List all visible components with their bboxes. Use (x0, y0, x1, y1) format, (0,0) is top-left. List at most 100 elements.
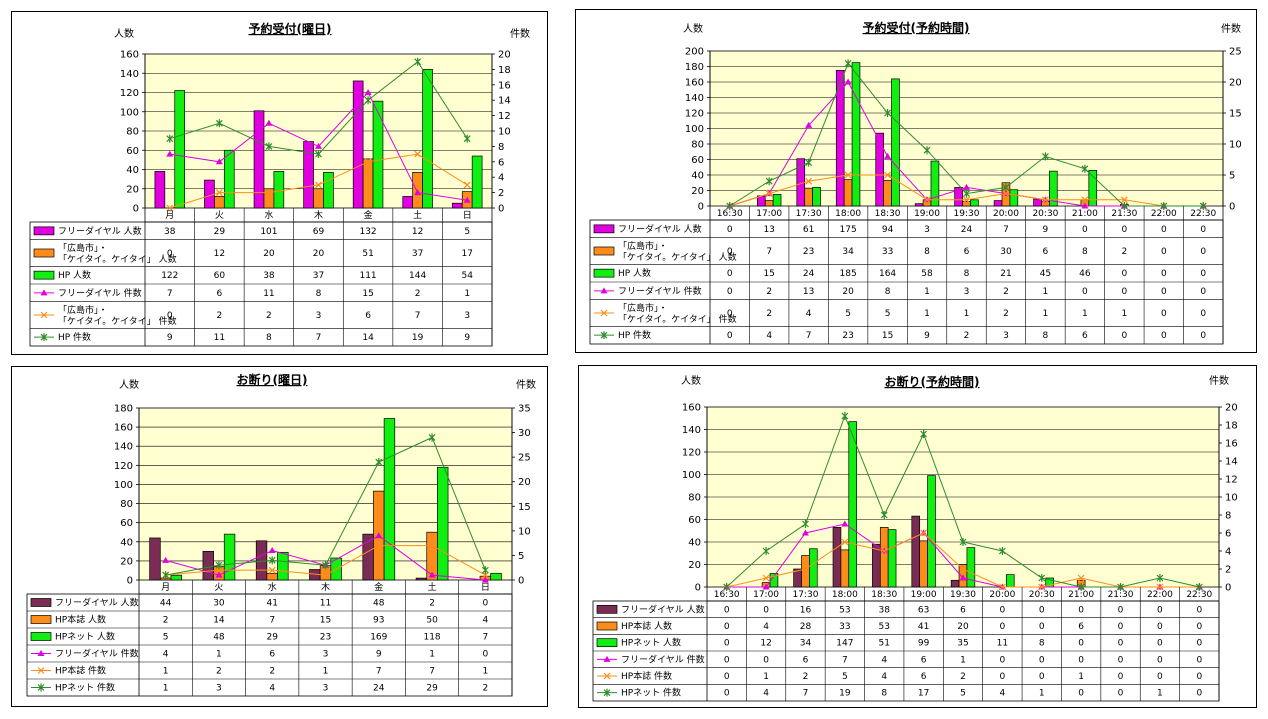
left-axis-unit: 人数 (114, 27, 134, 40)
right-tick-label: 6 (1225, 529, 1231, 540)
table-cell: 0 (1000, 672, 1006, 682)
marker-star (1002, 183, 1010, 192)
table-cell: 8 (1043, 331, 1049, 341)
left-tick-label: 60 (120, 518, 133, 529)
table-cell: 3 (216, 684, 222, 694)
row-label: HP 人数 (58, 269, 91, 281)
chart-title: お断り(曜日) (237, 372, 308, 387)
table-cell: 5 (163, 633, 169, 643)
panel-cancel-time: お断り(予約時間) 人数 件数 0 20 40 60 80 100 120 140 160 0 2 4 6 8 1… (578, 365, 1257, 708)
category-label: 17:30 (796, 209, 822, 219)
right-tick-label: 0 (518, 576, 524, 587)
left-tick-label: 40 (126, 165, 139, 176)
table-cell: 0 (727, 287, 733, 297)
table-cell: 34 (800, 639, 812, 649)
table-cell: 15 (763, 269, 774, 279)
table-cell: 0 (1082, 225, 1088, 235)
table-cell: 8 (881, 689, 887, 699)
bar (764, 200, 774, 207)
table-cell: 69 (313, 227, 325, 237)
marker-x (600, 309, 608, 317)
marker-triangle (268, 547, 276, 554)
table-cell: 7 (766, 247, 772, 257)
table-cell: 12 (214, 249, 225, 259)
table-cell: 11 (214, 333, 225, 343)
table-cell: 0 (724, 622, 730, 632)
bar (352, 80, 364, 209)
table-cell: 99 (918, 639, 930, 649)
bar (383, 418, 396, 581)
category-label: 18:30 (871, 590, 897, 600)
table-cell: 14 (362, 333, 374, 343)
table-cell: 0 (1161, 247, 1167, 257)
marker-x (463, 181, 471, 189)
table-cell: 1 (1082, 309, 1088, 319)
right-tick-label: 6 (498, 157, 504, 168)
table-cell: 5 (845, 309, 851, 319)
marker-star (268, 556, 276, 565)
table-cell: 2 (216, 311, 222, 321)
row-label: フリーダイヤル 人数 (618, 223, 702, 235)
left-tick-label: 180 (114, 404, 133, 415)
table-cell: 14 (213, 616, 225, 626)
left-tick-label: 100 (114, 480, 133, 491)
legend-key (33, 226, 55, 236)
table-cell: 0 (1118, 655, 1124, 665)
table-cell: 1 (964, 309, 970, 319)
left-tick-label: 40 (691, 171, 704, 182)
left-tick-label: 0 (133, 204, 139, 215)
left-tick-label: 80 (120, 499, 133, 510)
marker-triangle (215, 571, 223, 578)
marker-x (603, 672, 611, 680)
category-label: 21:00 (1068, 590, 1094, 600)
bar (1049, 170, 1058, 207)
table-cell: 3 (323, 684, 329, 694)
table-cell: 144 (409, 271, 426, 281)
chart-title: お断り(予約時間) (885, 374, 980, 389)
category-label: 18:30 (875, 209, 901, 219)
category-label: 19:00 (911, 590, 937, 600)
left-tick-label: 60 (126, 146, 139, 157)
bar (927, 475, 936, 588)
row-label: フリーダイヤル 人数 (55, 597, 139, 609)
right-tick-label: 20 (498, 50, 511, 61)
table-cell: 0 (1196, 622, 1202, 632)
table-cell: 5 (885, 309, 891, 319)
table-cell: 0 (1157, 672, 1163, 682)
marker-star (600, 331, 608, 340)
marker-triangle (463, 196, 471, 203)
marker-x (998, 583, 1006, 591)
table-cell: 0 (1118, 605, 1124, 615)
table-cell: 4 (269, 684, 275, 694)
bar (490, 572, 502, 581)
category-label: 22:00 (1147, 590, 1173, 600)
table-cell: 2 (964, 331, 970, 341)
bar (914, 203, 924, 207)
bar (422, 69, 433, 209)
marker-triangle (428, 571, 436, 578)
bar (277, 551, 289, 581)
marker-triangle (841, 520, 849, 527)
table-cell: 93 (373, 616, 384, 626)
marker-star (265, 142, 273, 151)
right-tick-label: 4 (498, 173, 504, 184)
bar (919, 540, 928, 588)
table-cell: 0 (724, 639, 730, 649)
table-cell: 0 (1196, 639, 1202, 649)
plot-area (138, 407, 513, 581)
bar (1033, 198, 1042, 207)
category-label: 金 (374, 581, 383, 593)
table-cell: 1 (1121, 309, 1127, 319)
table-cell: 15 (362, 289, 373, 299)
table-cell: 11 (263, 289, 274, 299)
marker-star (1160, 202, 1168, 210)
bar (1005, 574, 1015, 588)
category-label: 21:30 (1108, 590, 1134, 600)
table-cell: 4 (766, 331, 772, 341)
table-cell: 15 (882, 331, 893, 341)
row-label: 「広島市」・ (58, 304, 108, 316)
bar (875, 132, 884, 207)
table-cell: 7 (482, 633, 488, 643)
bar (879, 527, 889, 588)
right-tick-label: 30 (518, 428, 531, 439)
